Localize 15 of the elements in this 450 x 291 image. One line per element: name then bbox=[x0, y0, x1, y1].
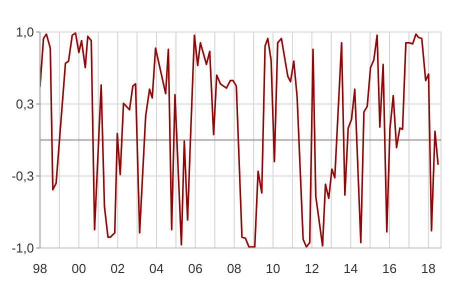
x-tick-label: 10 bbox=[266, 261, 280, 276]
y-tick-label: -0,3 bbox=[12, 168, 34, 184]
y-tick-label: 0,3 bbox=[16, 96, 34, 112]
x-tick-label: 08 bbox=[226, 261, 242, 276]
x-tick-label: 04 bbox=[149, 261, 164, 276]
x-tick-label: 02 bbox=[110, 261, 125, 276]
y-tick-label: -1,0 bbox=[12, 240, 34, 256]
x-tick-label: 06 bbox=[188, 261, 203, 276]
x-tick-label: 12 bbox=[304, 261, 320, 276]
x-tick-label: 98 bbox=[32, 261, 48, 276]
x-tick-label: 18 bbox=[421, 261, 436, 276]
x-tick-label: 16 bbox=[382, 261, 397, 276]
y-tick-label: 1,0 bbox=[16, 24, 34, 40]
x-tick-label: 00 bbox=[72, 261, 86, 276]
x-tick-label: 14 bbox=[343, 261, 358, 276]
